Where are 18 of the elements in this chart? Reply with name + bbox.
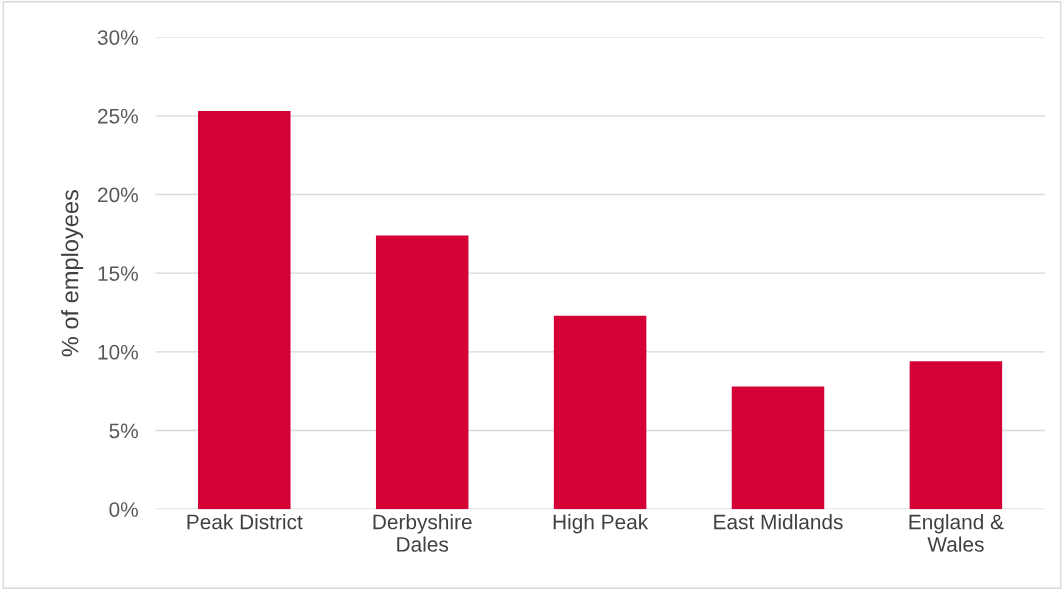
bar [731, 386, 825, 510]
x-tick-label: Derbyshire Dales [373, 514, 472, 552]
y-tick-label: 30% [97, 30, 138, 45]
x-tick-label: England & Wales [909, 514, 1004, 552]
bar [553, 315, 647, 510]
x-tick-label: Peak District [187, 514, 303, 530]
x-tick-label: High Peak [553, 514, 649, 534]
y-tick-label: 25% [98, 108, 138, 124]
bar [198, 111, 291, 510]
y-tick-label: 0% [109, 502, 138, 517]
y-tick-label: 10% [98, 344, 138, 360]
x-tick-label: East Midlands [714, 514, 843, 530]
bar [909, 361, 1003, 510]
y-axis-title: % of employees [61, 190, 84, 357]
y-tick-label: 15% [98, 266, 138, 281]
bar [375, 235, 469, 510]
y-tick-label: 20% [98, 187, 138, 203]
y-tick-label: 5% [109, 423, 138, 439]
